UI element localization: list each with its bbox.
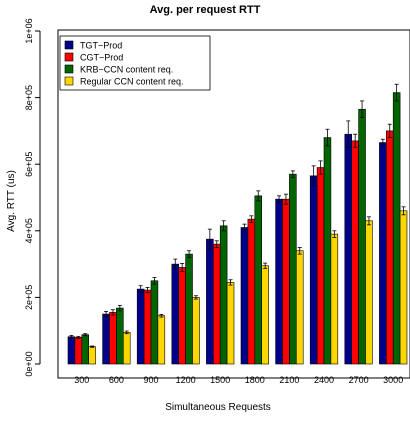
y-tick-label: 2e+05 bbox=[24, 285, 34, 310]
x-tick-label: 2700 bbox=[349, 375, 369, 385]
bar bbox=[123, 332, 131, 365]
legend: TGT−Prod CGT−Prod KRB−CCN content req. Regu… bbox=[59, 35, 211, 91]
bar bbox=[150, 280, 159, 365]
x-tick-label: 300 bbox=[74, 375, 89, 385]
bar bbox=[365, 220, 373, 365]
bar bbox=[295, 250, 304, 365]
x-tick-label: 2100 bbox=[279, 375, 299, 385]
legend-box bbox=[59, 35, 211, 91]
legend-swatch bbox=[64, 40, 74, 50]
bar bbox=[178, 267, 186, 365]
legend-swatch bbox=[64, 52, 74, 62]
bar bbox=[143, 289, 152, 365]
bar bbox=[226, 282, 235, 365]
legend-label: KRB−CCN content req. bbox=[80, 65, 173, 75]
bar bbox=[102, 313, 110, 365]
bar bbox=[247, 218, 256, 365]
bar bbox=[109, 312, 117, 365]
legend-label: TGT−Prod bbox=[80, 41, 122, 51]
bar bbox=[399, 210, 408, 365]
bar bbox=[385, 130, 394, 365]
x-axis-label: Simultaneous Requests bbox=[165, 402, 271, 413]
bar bbox=[88, 346, 96, 365]
bar bbox=[136, 288, 145, 365]
bar bbox=[219, 225, 228, 365]
legend-label: Regular CCN content req. bbox=[80, 77, 184, 87]
bar bbox=[330, 233, 339, 365]
bar bbox=[289, 173, 297, 365]
bar bbox=[316, 167, 325, 365]
bar bbox=[116, 307, 124, 365]
bar bbox=[392, 92, 401, 365]
axis-layer: 300 600 900 1200 1500 1800 2100 2400 2700 3000 0e+… bbox=[24, 18, 403, 385]
bar bbox=[261, 265, 269, 365]
bar bbox=[192, 297, 200, 365]
bar bbox=[323, 137, 332, 365]
y-axis-label: Avg. RTT (us) bbox=[6, 170, 17, 232]
bar bbox=[309, 175, 318, 365]
bar bbox=[254, 195, 263, 365]
bar bbox=[282, 198, 290, 365]
bar bbox=[344, 133, 352, 365]
y-tick-label: 6e+05 bbox=[24, 152, 34, 177]
bar bbox=[351, 140, 359, 365]
bar bbox=[185, 253, 193, 365]
bar bbox=[358, 108, 366, 365]
x-tick-label: 2400 bbox=[314, 375, 334, 385]
bar bbox=[213, 243, 221, 365]
y-tick-label: 1e+06 bbox=[24, 18, 34, 43]
x-tick-label: 1800 bbox=[245, 375, 265, 385]
legend-swatch bbox=[64, 64, 74, 74]
bar bbox=[240, 227, 249, 365]
plot-frame bbox=[57, 29, 410, 379]
x-tick-label: 600 bbox=[109, 375, 124, 385]
bar bbox=[67, 336, 76, 365]
y-tick-label: 8e+05 bbox=[24, 85, 34, 110]
bar bbox=[206, 238, 214, 365]
y-tick-label: 0e+00 bbox=[24, 351, 34, 376]
bar bbox=[275, 198, 283, 365]
legend-swatch bbox=[64, 76, 74, 86]
bar bbox=[74, 337, 83, 365]
x-tick-label: 3000 bbox=[383, 375, 403, 385]
bar bbox=[81, 334, 90, 365]
x-tick-label: 1200 bbox=[176, 375, 196, 385]
y-tick-label: 4e+05 bbox=[24, 218, 34, 243]
bar bbox=[379, 142, 387, 365]
legend-label: CGT−Prod bbox=[80, 53, 123, 63]
chart-title: Avg. per request RTT bbox=[150, 4, 261, 16]
bar bbox=[171, 263, 180, 365]
bars-layer bbox=[67, 83, 408, 365]
x-tick-label: 1500 bbox=[210, 375, 230, 385]
x-tick-label: 900 bbox=[143, 375, 158, 385]
bar bbox=[157, 315, 166, 365]
